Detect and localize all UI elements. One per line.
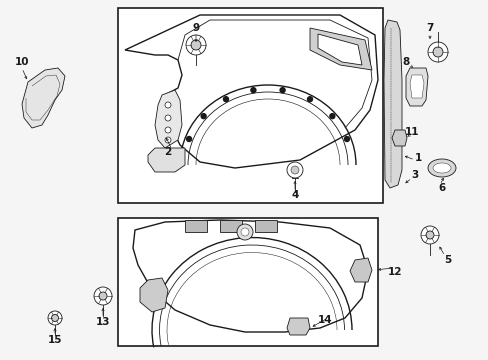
Text: 2: 2	[164, 147, 171, 157]
Circle shape	[191, 40, 201, 50]
Text: 7: 7	[426, 23, 433, 33]
Text: 12: 12	[387, 267, 402, 277]
Bar	[220, 220, 242, 232]
Circle shape	[164, 127, 171, 133]
Polygon shape	[140, 278, 168, 312]
Circle shape	[420, 226, 438, 244]
Text: 4: 4	[291, 190, 298, 200]
Text: 8: 8	[402, 57, 409, 67]
Text: 3: 3	[410, 170, 418, 180]
Text: 10: 10	[15, 57, 29, 67]
Circle shape	[432, 47, 442, 57]
Circle shape	[223, 97, 228, 102]
Polygon shape	[286, 318, 309, 335]
Circle shape	[185, 35, 205, 55]
Polygon shape	[148, 148, 184, 172]
Polygon shape	[391, 130, 406, 146]
Circle shape	[425, 231, 433, 239]
Bar	[118, 8, 382, 203]
Circle shape	[250, 87, 255, 93]
Bar	[118, 218, 377, 346]
Circle shape	[280, 87, 285, 93]
Bar	[254, 220, 276, 232]
Circle shape	[344, 136, 349, 141]
Ellipse shape	[432, 163, 450, 173]
Bar	[184, 220, 206, 232]
Circle shape	[164, 137, 171, 143]
Polygon shape	[125, 15, 377, 168]
Polygon shape	[309, 28, 371, 70]
Text: 5: 5	[444, 255, 451, 265]
Text: 13: 13	[96, 317, 110, 327]
Text: 6: 6	[437, 183, 445, 193]
Text: 15: 15	[48, 335, 62, 345]
Polygon shape	[155, 90, 182, 148]
Ellipse shape	[427, 159, 455, 177]
Circle shape	[99, 292, 107, 300]
Circle shape	[241, 228, 248, 236]
Circle shape	[427, 42, 447, 62]
Polygon shape	[349, 258, 371, 282]
Circle shape	[307, 97, 312, 102]
Circle shape	[329, 114, 334, 119]
Polygon shape	[22, 68, 65, 128]
Circle shape	[164, 102, 171, 108]
Circle shape	[201, 114, 206, 119]
Circle shape	[186, 136, 191, 141]
Text: 1: 1	[413, 153, 421, 163]
Circle shape	[286, 162, 303, 178]
Circle shape	[94, 287, 112, 305]
Polygon shape	[383, 20, 401, 188]
Circle shape	[164, 115, 171, 121]
Circle shape	[51, 315, 59, 321]
Polygon shape	[133, 220, 367, 332]
Polygon shape	[409, 75, 423, 98]
Circle shape	[48, 311, 62, 325]
Text: 9: 9	[192, 23, 199, 33]
Text: 14: 14	[317, 315, 332, 325]
Polygon shape	[317, 34, 361, 65]
Circle shape	[290, 166, 298, 174]
Circle shape	[237, 224, 252, 240]
Polygon shape	[405, 68, 427, 106]
Text: 11: 11	[404, 127, 418, 137]
